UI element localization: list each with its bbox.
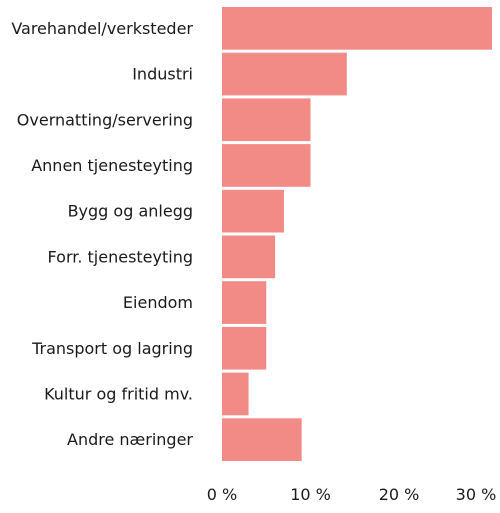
category-label: Varehandel/verksteder <box>11 19 193 38</box>
bar <box>222 144 311 187</box>
category-label: Forr. tjenesteyting <box>48 247 193 266</box>
x-tick-label: 10 % <box>290 485 331 504</box>
category-label: Industri <box>132 65 193 84</box>
category-label: Andre næringer <box>67 430 193 449</box>
bars-group <box>222 7 492 461</box>
bar <box>222 189 284 233</box>
category-label: Transport og lagring <box>31 339 193 358</box>
bar <box>222 281 267 324</box>
category-labels: Varehandel/verksteder Industri Overnatting… <box>11 19 193 449</box>
bar <box>222 418 302 461</box>
bar <box>222 235 276 279</box>
category-label: Eiendom <box>123 293 193 312</box>
bar <box>222 372 249 416</box>
x-tick-label: 20 % <box>379 485 420 504</box>
x-tick-label: 0 % <box>207 485 237 504</box>
category-label: Overnatting/servering <box>17 110 193 129</box>
bar <box>222 98 311 142</box>
bar <box>222 52 347 96</box>
x-tick-label: 30 % <box>456 485 497 504</box>
bar <box>222 7 492 50</box>
bar <box>222 326 267 370</box>
category-label: Kultur og fritid mv. <box>44 384 193 403</box>
x-axis-ticks: 0 % 10 % 20 % 30 % <box>207 485 497 504</box>
category-label: Bygg og anlegg <box>68 202 193 221</box>
category-label: Annen tjenesteyting <box>31 156 193 175</box>
